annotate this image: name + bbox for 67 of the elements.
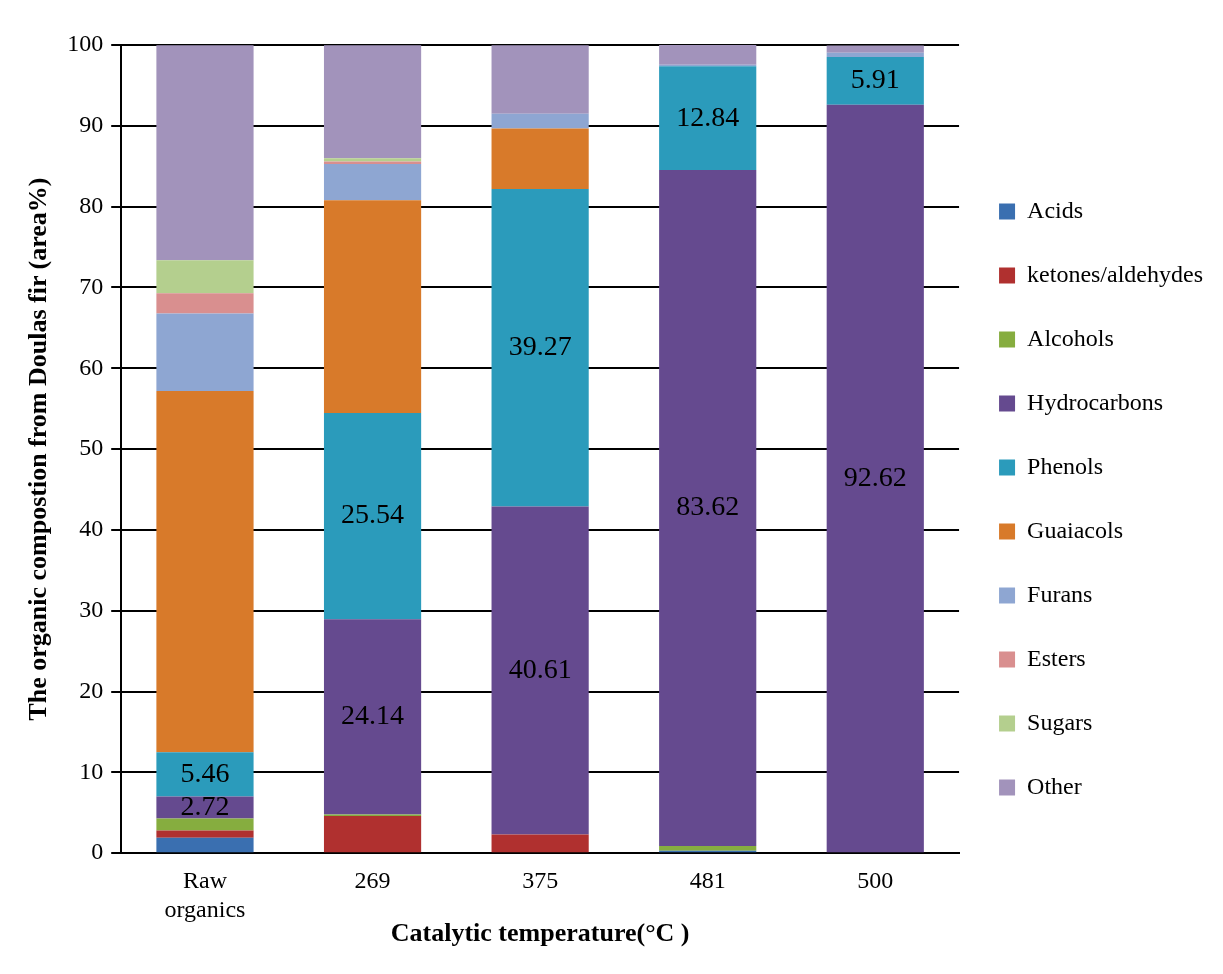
y-tick-label: 80	[79, 191, 104, 218]
bar	[491, 834, 589, 853]
bar	[491, 189, 589, 507]
bar	[491, 128, 589, 190]
bar	[659, 170, 757, 846]
legend-label: Guaiacols	[1027, 516, 1124, 543]
legend-label: Sugars	[1027, 708, 1093, 735]
data-label: 24.14	[341, 699, 405, 731]
legend-label: Phenols	[1027, 452, 1104, 479]
y-tick-label: 10	[79, 757, 104, 784]
data-label: 83.62	[676, 490, 740, 522]
bar	[659, 66, 757, 171]
bar	[491, 45, 589, 114]
bar	[323, 45, 422, 159]
legend-label: Hydrocarbons	[1027, 388, 1164, 415]
bar	[156, 45, 254, 261]
y-tick-label: 30	[79, 596, 104, 623]
y-tick-label: 20	[79, 676, 104, 703]
bar	[826, 45, 924, 53]
bar	[323, 619, 422, 815]
x-tick-label: 500	[857, 866, 894, 893]
bar	[491, 506, 589, 835]
y-axis-title: The organic compostion from Doulas fir (area%)	[23, 177, 53, 721]
x-axis-title: Catalytic temperature(°C )	[390, 918, 690, 948]
data-label: 5.46	[180, 756, 230, 788]
bar	[323, 816, 422, 853]
y-tick-label: 50	[79, 434, 104, 461]
bar	[659, 845, 757, 851]
bar	[826, 104, 924, 853]
bar	[156, 830, 254, 838]
legend-label: Furans	[1027, 580, 1093, 607]
bar	[323, 163, 422, 201]
x-tick-label: Raw organics	[164, 866, 246, 922]
bar	[156, 313, 254, 392]
legend-label: Alcohols	[1027, 324, 1114, 351]
legend-label: ketones/aldehydes	[1027, 260, 1204, 287]
x-tick-label: 375	[522, 866, 559, 893]
y-tick-label: 60	[79, 353, 104, 380]
bar	[826, 52, 924, 57]
y-tick-label: 100	[67, 30, 104, 57]
bar	[156, 752, 254, 797]
legend-label: Other	[1027, 772, 1082, 799]
bar	[491, 113, 589, 129]
x-tick-label: 481	[689, 866, 726, 893]
bar	[323, 412, 422, 620]
x-tick-label: 269	[354, 866, 391, 893]
data-label: 2.72	[180, 789, 230, 821]
legend-label: Esters	[1027, 644, 1086, 671]
data-label: 12.84	[676, 100, 740, 132]
y-tick-label: 40	[79, 515, 104, 542]
y-tick-label: 0	[91, 838, 104, 865]
bar	[323, 200, 422, 413]
bar	[826, 56, 924, 105]
bar	[156, 293, 254, 314]
bar	[156, 260, 254, 294]
data-label: 25.54	[341, 498, 405, 530]
bar	[156, 837, 254, 853]
data-label: 5.91	[850, 63, 900, 95]
bar	[659, 45, 757, 65]
y-tick-label: 70	[79, 272, 104, 299]
bar	[156, 818, 254, 831]
data-label: 40.61	[508, 652, 572, 684]
y-tick-label: 90	[79, 111, 104, 138]
bar	[156, 391, 254, 753]
data-label: 39.27	[508, 330, 572, 362]
data-label: 92.62	[843, 460, 907, 492]
legend-label: Acids	[1027, 196, 1084, 223]
